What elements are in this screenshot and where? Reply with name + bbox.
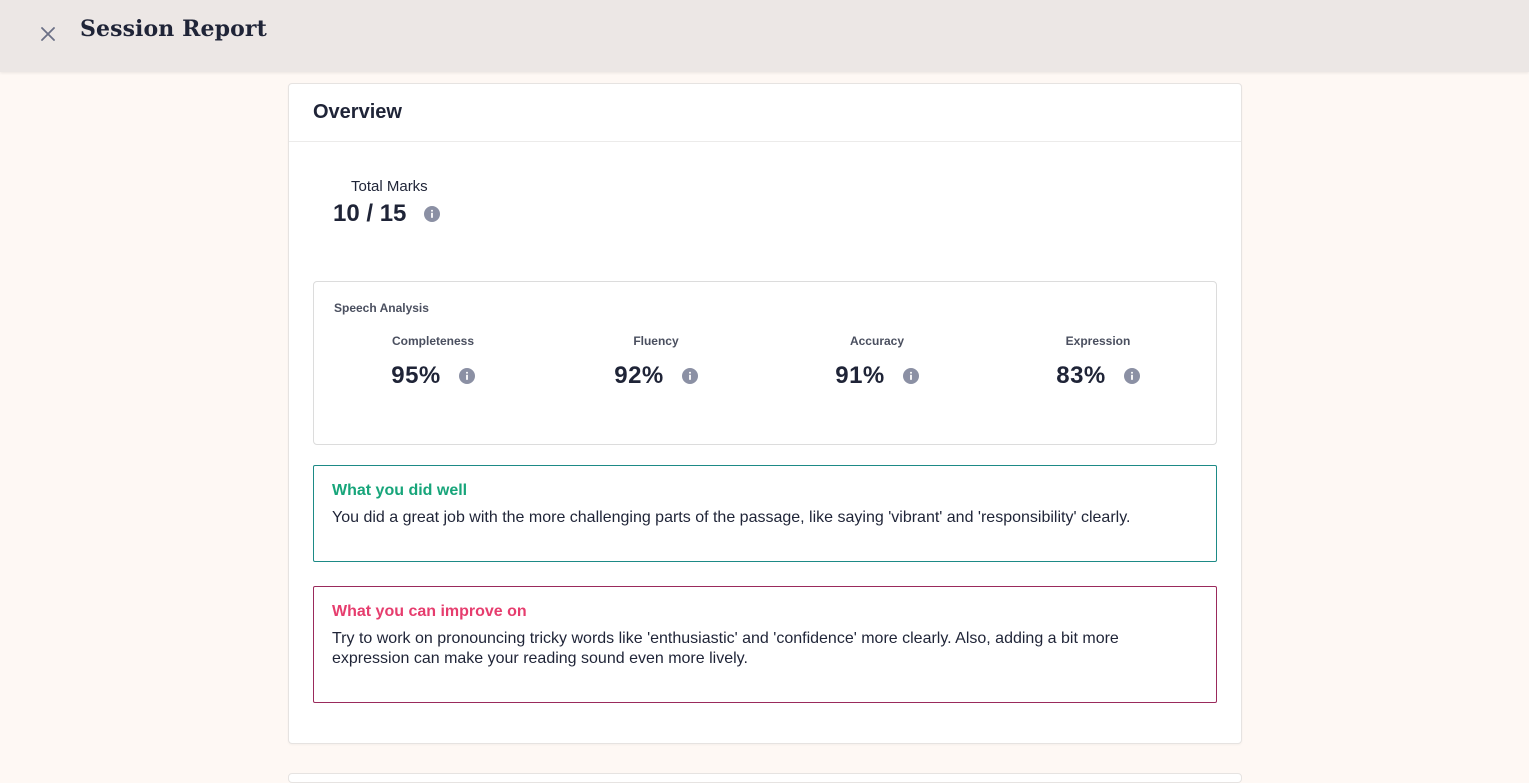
- total-marks-label: Total Marks: [351, 178, 428, 195]
- metric-label: Accuracy: [849, 334, 905, 348]
- metric-value: 91%: [835, 362, 885, 389]
- info-icon[interactable]: [681, 368, 698, 384]
- info-icon[interactable]: [458, 368, 475, 384]
- metric-label: Fluency: [633, 334, 679, 348]
- close-icon: [41, 27, 55, 41]
- metric-value: 83%: [1056, 362, 1106, 389]
- next-card: [288, 773, 1242, 783]
- improve-title: What you can improve on: [332, 603, 527, 620]
- metric-expression: Expression 83%: [998, 334, 1198, 390]
- metric-label: Completeness: [391, 334, 475, 348]
- metric-label: Expression: [1065, 334, 1131, 348]
- metric-accuracy: Accuracy 91%: [777, 334, 977, 390]
- improve-box: What you can improve on Try to work on p…: [313, 586, 1217, 703]
- top-bar: Session Report: [0, 0, 1529, 72]
- did-well-title: What you did well: [332, 482, 468, 499]
- info-icon[interactable]: [1123, 368, 1140, 384]
- overview-header: Overview: [289, 84, 1241, 142]
- overview-card: Overview Total Marks 10 / 15 Speech Anal…: [288, 83, 1242, 744]
- page-title: Session Report: [80, 16, 267, 42]
- speech-analysis: Speech Analysis Completeness 95% Fluency…: [313, 281, 1217, 445]
- metric-value: 92%: [614, 362, 664, 389]
- metric-fluency: Fluency 92%: [556, 334, 756, 390]
- metric-completeness: Completeness 95%: [333, 334, 533, 390]
- did-well-box: What you did well You did a great job wi…: [313, 465, 1217, 562]
- speech-analysis-title: Speech Analysis: [334, 301, 429, 315]
- close-button[interactable]: [36, 22, 60, 46]
- improve-text: Try to work on pronouncing tricky words …: [332, 630, 1119, 667]
- total-marks-value: 10 / 15: [333, 200, 407, 227]
- metric-value: 95%: [391, 362, 441, 389]
- overview-title: Overview: [313, 101, 402, 123]
- info-icon[interactable]: [424, 206, 441, 222]
- info-icon[interactable]: [902, 368, 919, 384]
- did-well-text: You did a great job with the more challe…: [332, 509, 1131, 526]
